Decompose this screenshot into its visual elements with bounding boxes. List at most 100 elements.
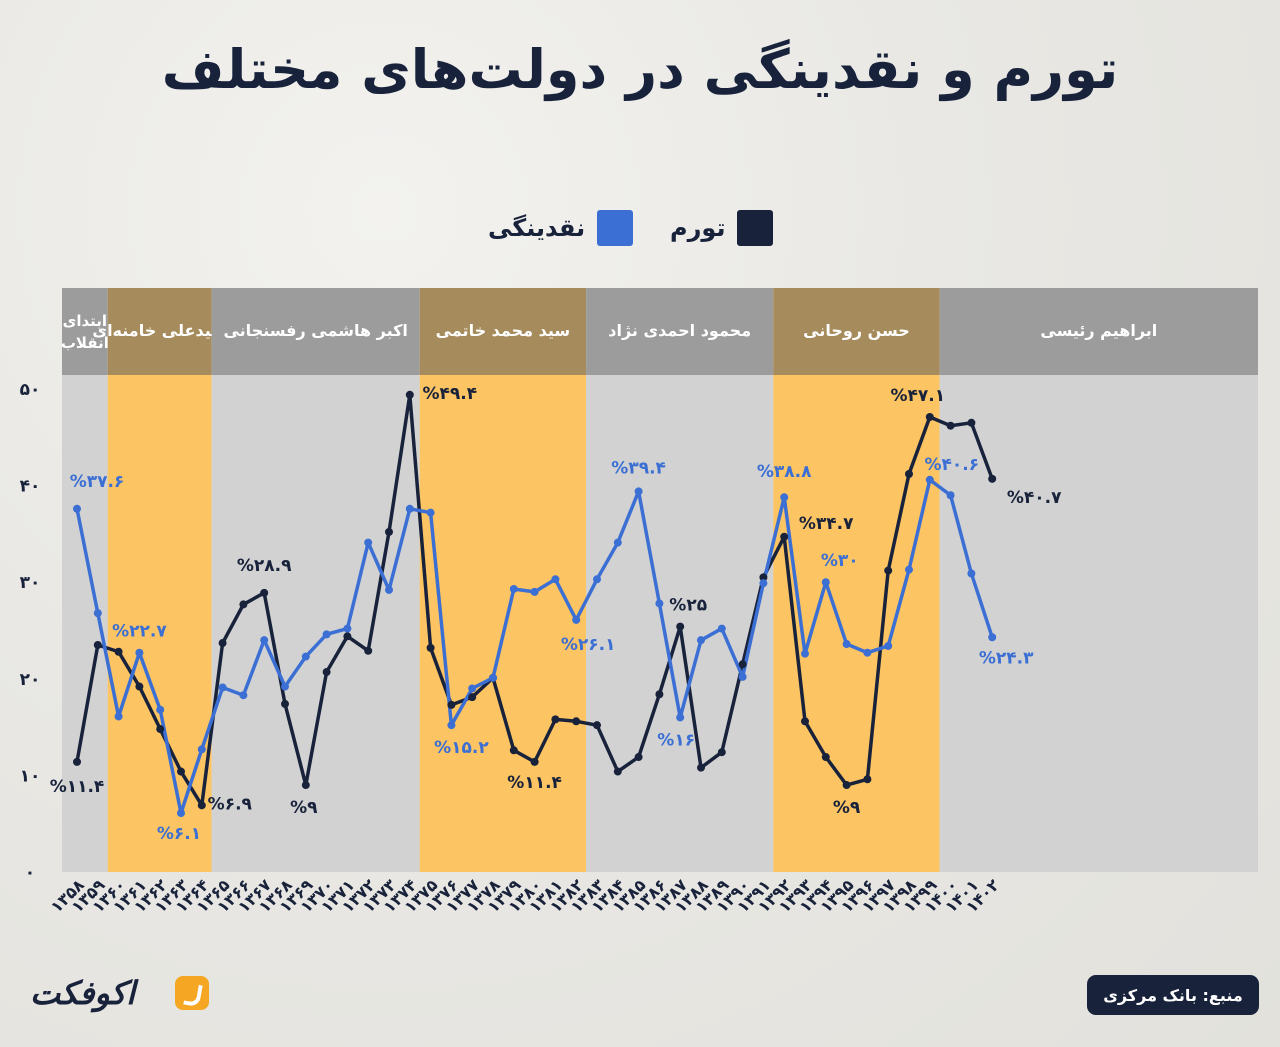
data-point-liquidity <box>197 745 206 754</box>
data-point-liquidity <box>239 691 248 700</box>
government-header <box>107 288 212 375</box>
data-label: %۳۷.۶ <box>70 472 125 492</box>
data-point-inflation <box>634 753 643 762</box>
data-label: %۲۵ <box>669 596 707 616</box>
data-point-inflation <box>780 532 789 541</box>
government-name: محمود احمدی نژاد <box>608 321 751 340</box>
data-point-inflation <box>509 746 518 755</box>
government-name: سیدعلی خامنه‌ای <box>92 321 227 340</box>
y-tick-label: ۲۰ <box>20 670 41 690</box>
government-name: انقلاب <box>61 334 109 352</box>
data-point-liquidity <box>73 504 81 513</box>
data-label: %۲۸.۹ <box>237 556 292 576</box>
data-point-liquidity <box>509 584 518 593</box>
data-point-inflation <box>988 474 997 483</box>
data-point-inflation <box>530 757 539 766</box>
data-point-liquidity <box>156 705 165 714</box>
y-tick-label: ۵۰ <box>20 380 41 400</box>
data-label: %۱۶ <box>657 730 695 750</box>
legend-label-inflation: تورم <box>670 214 726 242</box>
data-point-inflation <box>801 717 809 726</box>
y-tick-label: ۴۰ <box>20 477 41 497</box>
data-label: %۴۰.۷ <box>1007 488 1062 508</box>
data-point-liquidity <box>780 493 789 502</box>
data-point-liquidity <box>613 538 622 547</box>
data-point-inflation <box>197 801 206 810</box>
data-point-inflation <box>405 390 414 399</box>
legend-label-liquidity: نقدینگی <box>488 214 586 242</box>
data-point-inflation <box>863 775 872 784</box>
data-point-inflation <box>114 647 123 656</box>
data-point-inflation <box>260 588 269 597</box>
data-point-liquidity <box>717 624 726 633</box>
government-header <box>773 288 940 375</box>
y-tick-label: ۰ <box>25 863 35 883</box>
data-point-liquidity <box>655 599 664 608</box>
data-point-liquidity <box>260 636 269 645</box>
legend-item-inflation: تورم <box>670 210 774 246</box>
data-point-liquidity <box>884 641 893 650</box>
data-point-inflation <box>884 566 893 575</box>
y-tick-label: ۱۰ <box>20 766 41 786</box>
data-point-inflation <box>925 413 934 422</box>
data-point-inflation <box>593 721 601 730</box>
government-name: ابراهیم رئیسی <box>1040 321 1157 340</box>
data-point-inflation <box>905 470 913 479</box>
data-point-liquidity <box>447 721 456 730</box>
data-point-inflation <box>946 421 955 430</box>
government-header <box>586 288 774 375</box>
data-point-liquidity <box>551 575 560 584</box>
data-point-inflation <box>301 781 310 790</box>
data-point-liquidity <box>530 587 539 596</box>
data-point-liquidity <box>385 585 393 594</box>
data-point-inflation <box>738 660 747 669</box>
data-point-liquidity <box>593 575 601 584</box>
data-point-inflation <box>697 763 705 772</box>
data-point-liquidity <box>405 504 414 513</box>
data-label: %۳۴.۷ <box>799 514 854 534</box>
data-point-inflation <box>426 643 435 652</box>
government-header <box>939 288 1258 375</box>
data-point-inflation <box>218 639 227 648</box>
data-point-inflation <box>343 632 352 641</box>
data-label: %۹ <box>833 798 861 818</box>
data-label: %۲۴.۳ <box>979 648 1034 668</box>
data-point-inflation <box>385 527 393 536</box>
government-name: سید محمد خاتمی <box>436 321 571 340</box>
logo-text: اکوفکت <box>30 974 136 1012</box>
data-point-inflation <box>447 700 456 709</box>
source-label: منبع: بانک مرکزی <box>1087 975 1259 1015</box>
data-point-inflation <box>93 640 102 649</box>
data-label: %۴۹.۴ <box>422 384 477 404</box>
government-header <box>419 288 587 375</box>
government-band <box>939 375 1258 872</box>
data-point-liquidity <box>572 615 581 624</box>
government-header <box>62 288 108 375</box>
logo: اکوفکت <box>30 968 209 1018</box>
y-tick-label: ۳۰ <box>20 573 41 593</box>
data-label: %۶.۹ <box>208 794 253 814</box>
data-point-inflation <box>364 646 373 655</box>
data-label: %۹ <box>290 798 318 818</box>
data-point-inflation <box>177 767 185 776</box>
data-point-liquidity <box>468 684 477 693</box>
data-point-liquidity <box>946 491 955 500</box>
data-point-liquidity <box>676 713 685 722</box>
data-point-inflation <box>468 693 477 702</box>
data-label: %۶.۱ <box>157 824 201 844</box>
data-point-liquidity <box>905 565 913 574</box>
data-label: %۲۶.۱ <box>561 635 616 655</box>
data-point-liquidity <box>738 672 747 681</box>
data-point-inflation <box>821 753 830 762</box>
data-point-liquidity <box>759 579 768 588</box>
data-point-liquidity <box>135 648 144 657</box>
data-point-inflation <box>551 715 560 724</box>
data-point-liquidity <box>281 682 289 691</box>
data-point-liquidity <box>114 712 123 721</box>
data-label: %۳۹.۴ <box>611 458 666 478</box>
data-label: %۴۷.۱ <box>890 386 945 406</box>
data-point-inflation <box>842 781 851 790</box>
data-point-liquidity <box>988 633 997 642</box>
government-name: حسن روحانی <box>803 321 910 340</box>
data-point-inflation <box>239 600 248 609</box>
